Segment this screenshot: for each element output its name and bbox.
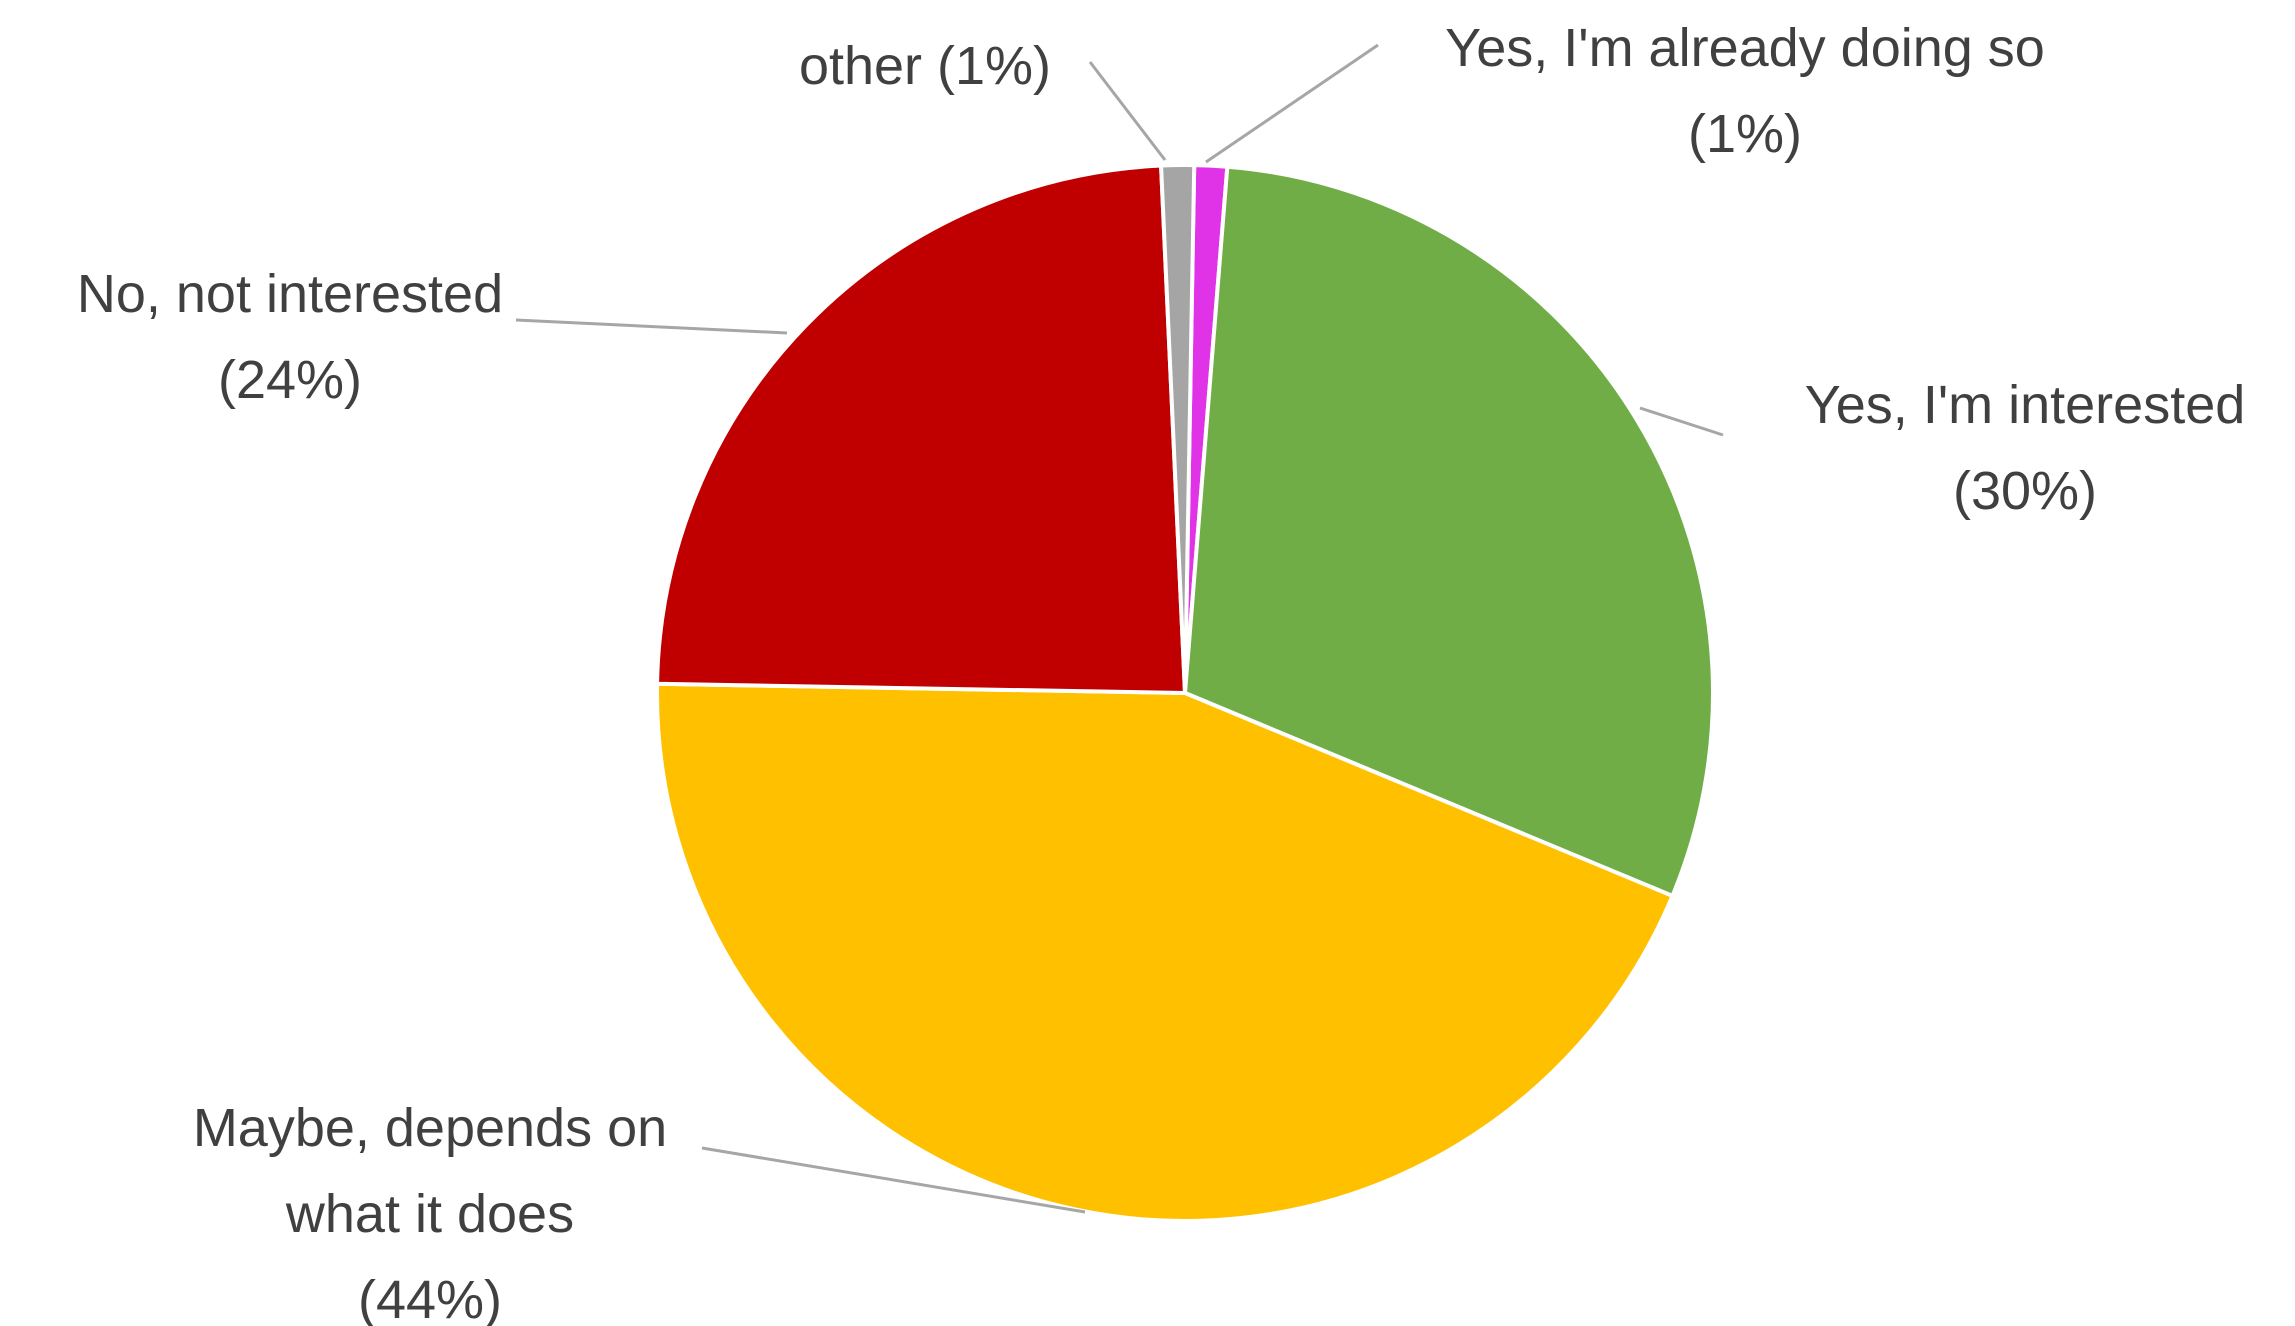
pie-slice-not-interested bbox=[655, 163, 1188, 696]
slice-label-line: (1%) bbox=[1688, 104, 1802, 164]
leader-lines bbox=[515, 43, 1724, 1214]
leader-line-other bbox=[1088, 61, 1167, 161]
leader-line-maybe bbox=[701, 1146, 1086, 1214]
slice-label-line: (24%) bbox=[218, 350, 362, 410]
slice-labels: Yes, I'm already doing so (1%) Yes, I'm in… bbox=[77, 18, 2245, 1326]
slice-label-maybe: Maybe, depends on what it does (44%) bbox=[193, 1098, 667, 1326]
pie-slices bbox=[655, 163, 1715, 1223]
leader-line-interested bbox=[1639, 406, 1724, 437]
slice-label-line: (44%) bbox=[358, 1270, 502, 1326]
slice-label-line: other (1%) bbox=[799, 36, 1051, 96]
pie-slice-other bbox=[1158, 163, 1197, 694]
slice-label-already-doing: Yes, I'm already doing so (1%) bbox=[1445, 18, 2045, 164]
slice-label-line: No, not interested bbox=[77, 264, 503, 324]
slice-label-line: Yes, I'm interested bbox=[1805, 375, 2246, 435]
slice-label-line: Maybe, depends on bbox=[193, 1098, 667, 1158]
slice-label-line: (30%) bbox=[1953, 461, 2097, 521]
pie-slice-interested bbox=[1182, 164, 1715, 899]
slice-label-not-interested: No, not interested (24%) bbox=[77, 264, 503, 410]
leader-line-already-doing bbox=[1205, 43, 1379, 164]
slice-label-interested: Yes, I'm interested (30%) bbox=[1805, 375, 2246, 521]
leader-line-not-interested bbox=[515, 318, 788, 335]
slice-label-line: what it does bbox=[285, 1184, 574, 1244]
slice-label-line: Yes, I'm already doing so bbox=[1445, 18, 2045, 78]
slice-label-other: other (1%) bbox=[799, 36, 1051, 96]
